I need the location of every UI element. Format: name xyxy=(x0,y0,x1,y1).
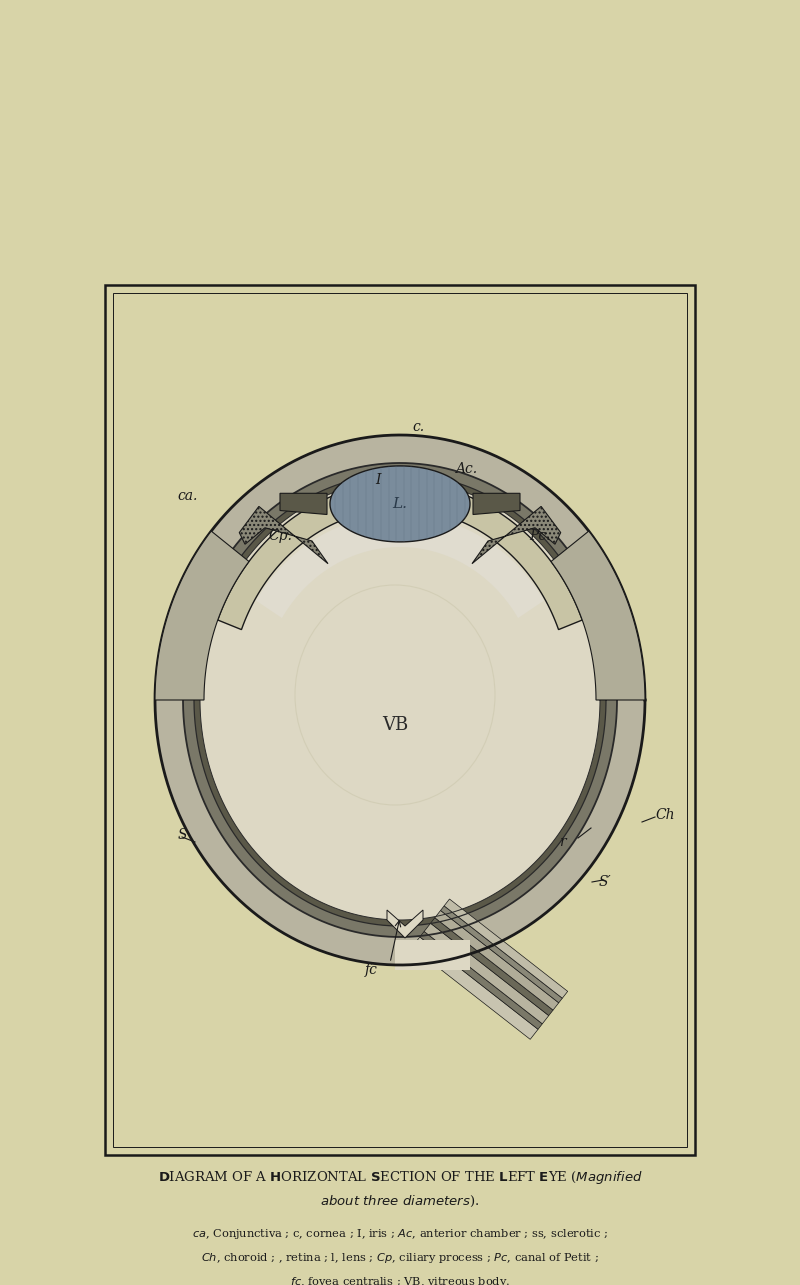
Text: c.: c. xyxy=(412,420,424,433)
Polygon shape xyxy=(444,899,568,998)
Text: L.: L. xyxy=(393,497,407,511)
Polygon shape xyxy=(412,937,538,1040)
Ellipse shape xyxy=(183,463,617,937)
Polygon shape xyxy=(155,531,249,700)
Polygon shape xyxy=(435,911,558,1010)
Bar xyxy=(105,285,695,1155)
Polygon shape xyxy=(473,493,520,514)
Text: $\mathit{fc}$, fovea centralis ; VB, vitreous body.: $\mathit{fc}$, fovea centralis ; VB, vit… xyxy=(290,1275,510,1285)
Polygon shape xyxy=(472,506,561,564)
Polygon shape xyxy=(218,483,582,630)
Text: Cp.: Cp. xyxy=(268,528,292,542)
Text: fc: fc xyxy=(365,962,378,977)
Text: S: S xyxy=(178,828,186,842)
Polygon shape xyxy=(239,506,328,564)
Text: r: r xyxy=(558,835,566,849)
Polygon shape xyxy=(441,906,562,1002)
Text: $\mathit{about\ three\ diameters}$).: $\mathit{about\ three\ diameters}$). xyxy=(320,1194,480,1209)
Text: $\mathit{ca}$, Conjunctiva ; c, cornea ; I, iris ; $\mathit{Ac}$, anterior chamb: $\mathit{ca}$, Conjunctiva ; c, cornea ;… xyxy=(192,1227,608,1241)
Polygon shape xyxy=(395,941,470,970)
Polygon shape xyxy=(424,923,549,1024)
Ellipse shape xyxy=(200,481,600,920)
Polygon shape xyxy=(280,493,327,514)
Text: $\mathit{Ch}$, choroid ; , retina ; l, lens ; $\mathit{Cp}$, ciliary process ; $: $\mathit{Ch}$, choroid ; , retina ; l, l… xyxy=(201,1252,599,1264)
Text: VB: VB xyxy=(382,716,408,734)
Text: Ac.: Ac. xyxy=(455,463,477,477)
Text: I: I xyxy=(375,473,381,487)
Text: $\mathbf{D}$IAGRAM OF A $\mathbf{H}$ORIZONTAL $\mathbf{S}$ECTION OF THE $\mathbf: $\mathbf{D}$IAGRAM OF A $\mathbf{H}$ORIZ… xyxy=(158,1169,642,1186)
Polygon shape xyxy=(430,917,553,1015)
Bar xyxy=(113,293,687,1148)
Text: Ch: Ch xyxy=(655,808,674,822)
Text: ca.: ca. xyxy=(178,490,198,502)
Polygon shape xyxy=(387,910,423,938)
Polygon shape xyxy=(551,531,645,700)
Ellipse shape xyxy=(194,474,606,926)
Text: S′: S′ xyxy=(598,875,611,889)
Polygon shape xyxy=(330,466,470,542)
Polygon shape xyxy=(256,514,544,618)
Ellipse shape xyxy=(155,436,645,965)
Polygon shape xyxy=(420,932,542,1029)
Text: Pc.: Pc. xyxy=(530,528,550,542)
